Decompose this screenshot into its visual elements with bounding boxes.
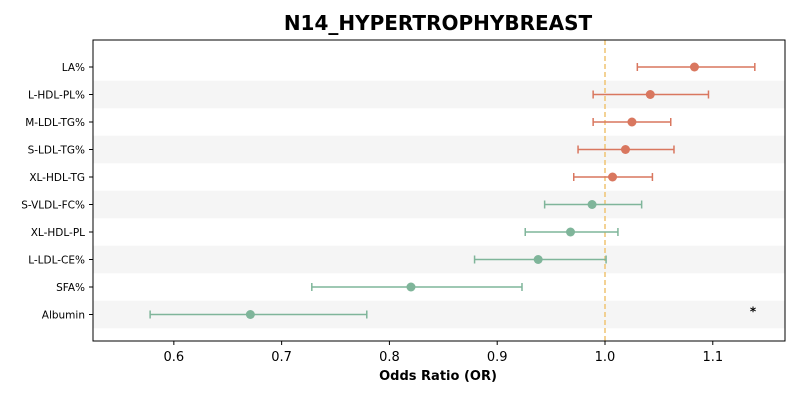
row-band	[93, 190, 785, 219]
x-tick-label: 0.8	[379, 350, 400, 365]
or-point	[245, 310, 255, 319]
or-point	[533, 255, 543, 264]
row-marker	[572, 172, 654, 182]
row-marker	[577, 145, 675, 154]
x-tick-label: 0.6	[163, 350, 184, 365]
x-tick-label: 1.1	[702, 350, 723, 365]
significance-marker: *	[750, 305, 757, 319]
or-point	[406, 282, 416, 292]
y-tick-label: Albumin	[42, 310, 85, 322]
or-point	[645, 90, 655, 99]
y-tick-label: L-LDL-CE%	[28, 255, 85, 267]
row-bands	[93, 80, 785, 329]
x-tick-label: 1.0	[595, 350, 616, 365]
or-point	[608, 172, 618, 182]
x-tick-label: 0.7	[271, 350, 292, 365]
row-band	[93, 245, 785, 274]
or-point	[627, 117, 637, 127]
y-tick-label: S-LDL-TG%	[28, 145, 85, 157]
x-tick-label: 0.9	[487, 350, 508, 365]
row-marker	[592, 117, 672, 127]
row-marker	[524, 227, 619, 237]
y-tick-label: XL-HDL-PL	[31, 227, 85, 239]
y-tick-label: L-HDL-PL%	[28, 90, 85, 102]
data-marks: *	[149, 62, 757, 319]
or-point	[689, 62, 699, 72]
row-marker	[473, 255, 607, 264]
row-marker	[543, 200, 643, 209]
or-point	[620, 145, 630, 154]
y-tick-label: S-VLDL-FC%	[21, 200, 85, 212]
or-point	[587, 200, 597, 209]
plot-frame	[92, 39, 786, 342]
y-tick-label: SFA%	[56, 282, 85, 294]
y-tick-label: XL-HDL-TG	[29, 172, 85, 184]
chart-title: N14_HYPERTROPHYBREAST	[284, 11, 593, 35]
or-point	[566, 227, 576, 237]
x-axis-label: Odds Ratio (OR)	[379, 369, 497, 384]
y-axis: LA% L-HDL-PL% M-LDL-TG% S-LDL-TG% XL-HDL-TG S…	[21, 62, 93, 322]
y-tick-label: LA%	[62, 62, 85, 74]
row-band	[93, 135, 785, 164]
row-marker	[592, 90, 710, 99]
row-marker	[311, 282, 523, 292]
x-axis: 0.6 0.7 0.8 0.9 1.0 1.1	[163, 341, 723, 365]
y-tick-label: M-LDL-TG%	[25, 117, 85, 129]
row-marker	[636, 62, 756, 72]
row-marker: *	[149, 305, 757, 319]
